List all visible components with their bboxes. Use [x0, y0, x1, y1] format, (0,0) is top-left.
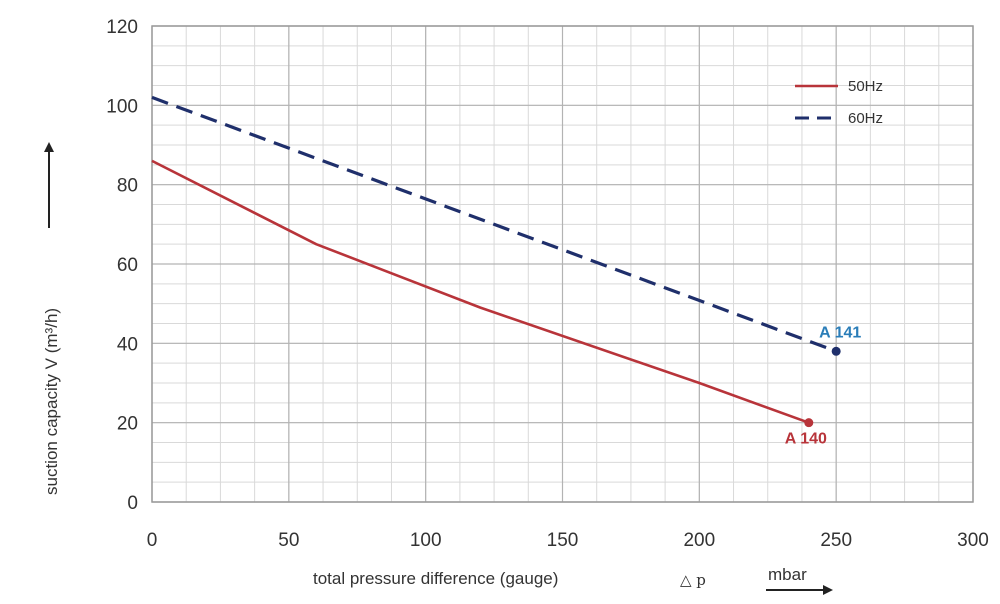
x-axis-unit: mbar: [768, 565, 807, 584]
y-axis-label: suction capacity V (m³/h): [42, 308, 61, 495]
legend-label-60hz: 60Hz: [848, 110, 883, 127]
y-tick-label: 80: [117, 176, 138, 197]
y-tick-label: 20: [117, 414, 138, 435]
end-label-60hz: A 141: [819, 324, 861, 341]
y-tick-labels: 0 20 40 60 80 100 120: [106, 17, 138, 514]
end-label-50hz: A 140: [785, 431, 827, 448]
data-point-60hz: [831, 346, 841, 356]
x-tick-label: 0: [147, 530, 158, 551]
y-tick-label: 100: [106, 96, 138, 117]
series-line-60hz: [151, 95, 837, 353]
x-tick-label: 100: [410, 530, 442, 551]
y-tick-label: 0: [127, 493, 138, 514]
x-tick-label: 50: [278, 530, 299, 551]
x-tick-label: 200: [683, 530, 715, 551]
y-tick-label: 40: [117, 334, 138, 355]
x-tick-label: 300: [957, 530, 989, 551]
x-tick-label: 150: [547, 530, 579, 551]
plot-frame: [151, 25, 974, 503]
x-tick-labels: 0 50 100 150 200 250 300: [147, 530, 989, 551]
x-axis-label: total pressure difference (gauge): [313, 569, 558, 588]
y-tick-label: 60: [117, 255, 138, 276]
legend: 50Hz 60Hz: [795, 78, 883, 127]
legend-label-50hz: 50Hz: [848, 78, 883, 95]
major-gridlines: [151, 25, 974, 503]
data-point-50hz: [804, 418, 814, 428]
x-axis-symbol: △ p: [680, 571, 706, 589]
y-tick-label: 120: [106, 17, 138, 38]
x-tick-label: 250: [820, 530, 852, 551]
series-layer: A 140 A 141: [151, 95, 861, 448]
